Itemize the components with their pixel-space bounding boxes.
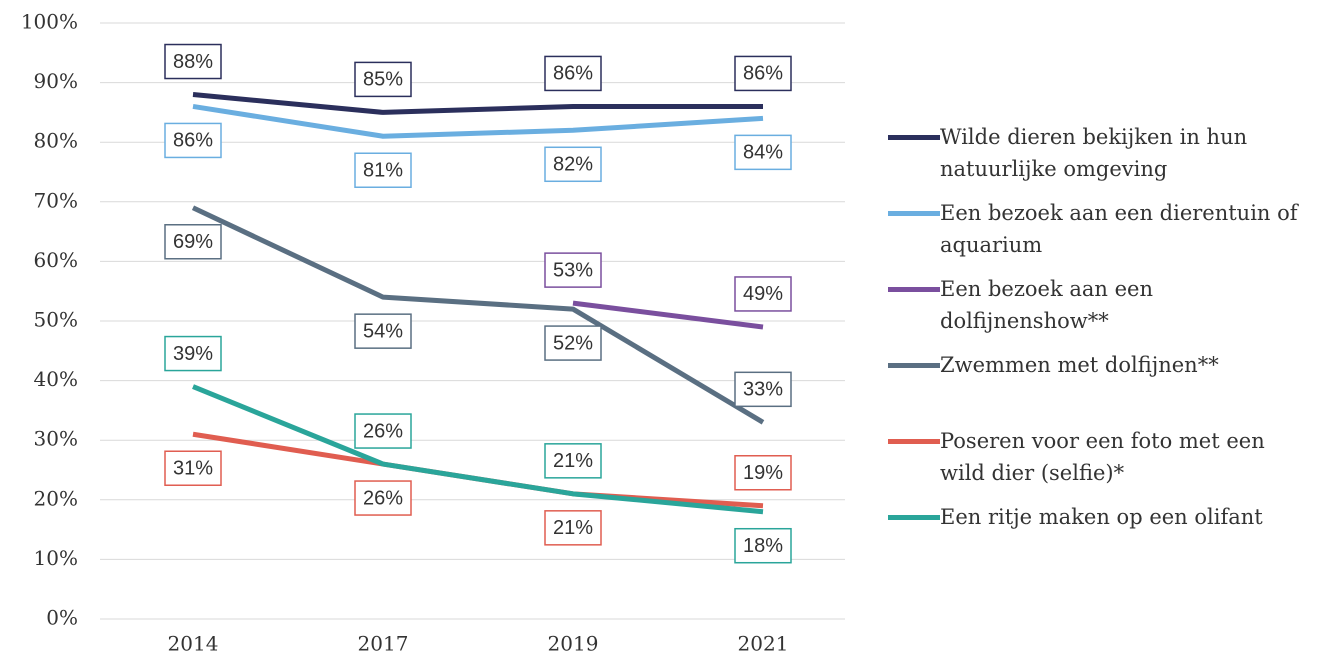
data-label: 85% xyxy=(363,69,403,91)
data-label: 19% xyxy=(743,462,783,484)
data-label-box xyxy=(164,43,222,80)
data-label: 81% xyxy=(363,160,403,182)
data-label: 52% xyxy=(553,332,593,354)
legend-item: Een ritje maken op een olifant xyxy=(888,501,1313,533)
data-label-box xyxy=(164,122,222,159)
y-tick-label: 80% xyxy=(34,129,78,153)
legend-item: Een bezoek aan een dolfijnenshow** xyxy=(888,273,1313,337)
data-label-box xyxy=(544,252,602,288)
series-line xyxy=(192,431,764,509)
data-label: 21% xyxy=(553,517,593,539)
legend-swatch xyxy=(888,135,940,140)
data-label-box xyxy=(164,450,222,486)
y-tick-label: 0% xyxy=(46,606,78,630)
data-label: 86% xyxy=(553,63,593,85)
y-tick-label: 40% xyxy=(34,367,78,391)
data-label-box xyxy=(544,325,602,361)
data-label-box xyxy=(734,134,792,171)
y-tick-label: 10% xyxy=(34,546,78,570)
legend-label: Een bezoek aan een dierentuin of aquariu… xyxy=(940,201,1298,257)
data-label: 21% xyxy=(553,450,593,472)
data-label-box xyxy=(354,152,412,188)
data-label: 49% xyxy=(743,283,783,305)
data-label: 33% xyxy=(743,379,783,401)
data-label-box xyxy=(734,371,792,408)
legend-label: Poseren voor een foto met een wild dier … xyxy=(940,429,1265,485)
data-label: 39% xyxy=(173,343,213,365)
data-label-box xyxy=(164,224,222,260)
data-label: 84% xyxy=(743,142,783,164)
data-label-box xyxy=(544,55,602,92)
data-label: 31% xyxy=(173,458,213,480)
data-label-box xyxy=(734,455,792,491)
x-tick-label: 2014 xyxy=(168,632,219,656)
data-label-box xyxy=(164,335,222,372)
data-label: 26% xyxy=(363,487,403,509)
data-label: 54% xyxy=(363,320,403,342)
legend-swatch xyxy=(888,287,940,292)
series-line xyxy=(192,384,764,515)
legend-swatch xyxy=(888,363,940,368)
x-tick-label: 2019 xyxy=(548,632,599,656)
y-tick-label: 60% xyxy=(34,248,78,272)
data-label: 86% xyxy=(173,130,213,152)
series-line xyxy=(572,300,764,330)
data-label-box xyxy=(734,527,792,564)
data-label-box xyxy=(354,480,412,516)
data-label: 53% xyxy=(553,259,593,281)
data-label: 86% xyxy=(743,63,783,85)
data-label-box xyxy=(354,313,412,349)
data-label-box xyxy=(544,443,602,479)
series-line xyxy=(192,92,763,115)
x-tick-label: 2021 xyxy=(738,632,789,656)
legend-item: Poseren voor een foto met een wild dier … xyxy=(888,425,1313,489)
legend-label: Zwemmen met dolfijnen** xyxy=(940,353,1219,377)
y-tick-label: 30% xyxy=(34,427,78,451)
data-label-box xyxy=(544,510,602,546)
legend-item: Een bezoek aan een dierentuin of aquariu… xyxy=(888,197,1313,261)
data-label-box xyxy=(354,413,412,449)
data-label-box xyxy=(734,55,792,92)
data-label: 26% xyxy=(363,420,403,442)
data-label: 18% xyxy=(743,535,783,557)
legend-label: Een ritje maken op een olifant xyxy=(940,505,1263,529)
legend-label: Een bezoek aan een dolfijnenshow** xyxy=(940,277,1153,333)
data-label-box xyxy=(354,61,412,98)
series-line xyxy=(192,103,764,139)
data-label: 69% xyxy=(173,231,213,253)
legend-item: Wilde dieren bekijken in hun natuurlijke… xyxy=(888,121,1313,185)
legend-swatch xyxy=(888,439,940,444)
data-label-box xyxy=(734,276,792,312)
legend-item: Zwemmen met dolfijnen** xyxy=(888,349,1313,381)
legend-label: Wilde dieren bekijken in hun natuurlijke… xyxy=(940,125,1248,181)
y-tick-label: 100% xyxy=(21,10,78,34)
data-label-box xyxy=(544,146,602,183)
data-label: 88% xyxy=(173,51,213,73)
y-tick-label: 70% xyxy=(34,188,78,212)
y-tick-label: 90% xyxy=(34,69,78,93)
legend-swatch xyxy=(888,515,940,520)
legend-swatch xyxy=(888,211,940,216)
x-tick-label: 2017 xyxy=(358,632,409,656)
data-label: 82% xyxy=(553,154,593,176)
y-tick-label: 50% xyxy=(34,308,78,332)
series-line xyxy=(191,205,765,425)
y-tick-label: 20% xyxy=(34,486,78,510)
chart: 0% 10% 20% 30% 40% 50% 60% 70% 80% 90% 100% 2014 201… xyxy=(21,10,845,656)
